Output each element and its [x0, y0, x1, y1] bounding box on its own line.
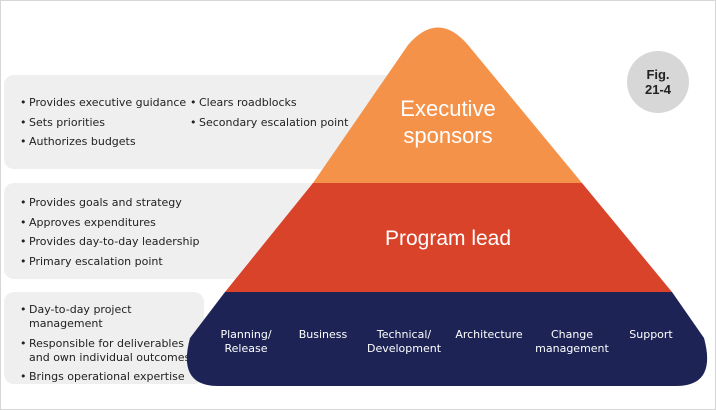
list-item: Brings operational expertise	[20, 370, 200, 384]
team-tier	[186, 292, 708, 386]
function-business: Business	[298, 328, 348, 341]
program-lead-title: Program lead	[384, 227, 512, 250]
executive-sponsors-title: Executive sponsors	[400, 96, 496, 148]
program-bullets: Provides goals and strategy Approves exp…	[20, 196, 200, 274]
executive-tier	[313, 27, 582, 183]
list-item: Provides day-to-day leadership	[20, 235, 200, 249]
team-description-panel: Day-to-day project management Responsibl…	[4, 292, 204, 384]
program-tier	[225, 183, 672, 292]
team-bullets: Day-to-day project management Responsibl…	[20, 303, 200, 390]
function-support: Support	[629, 328, 673, 341]
list-item: Clears roadblocks	[190, 96, 348, 110]
figure-number-badge: Fig. 21-4	[627, 51, 689, 113]
list-item: Day-to-day project management	[20, 303, 200, 331]
list-item: Sets priorities	[20, 116, 186, 130]
function-technical-development: Technical/ Development	[366, 328, 442, 355]
function-planning-release: Planning/ Release	[220, 328, 272, 355]
executive-bullets-left: Provides executive guidance Sets priorit…	[20, 96, 186, 155]
list-item: Primary escalation point	[20, 255, 200, 269]
executive-description-panel: Provides executive guidance Sets priorit…	[4, 75, 424, 169]
function-change-management: Change management	[535, 328, 609, 355]
executive-bullets-right: Clears roadblocks Secondary escalation p…	[190, 96, 348, 135]
list-item: Provides goals and strategy	[20, 196, 200, 210]
list-item: Approves expenditures	[20, 216, 200, 230]
list-item: Provides executive guidance	[20, 96, 186, 110]
list-item: Authorizes budgets	[20, 135, 186, 149]
function-architecture: Architecture	[455, 328, 523, 341]
list-item: Responsible for deliverables and own ind…	[20, 337, 200, 365]
list-item: Secondary escalation point	[190, 116, 348, 130]
